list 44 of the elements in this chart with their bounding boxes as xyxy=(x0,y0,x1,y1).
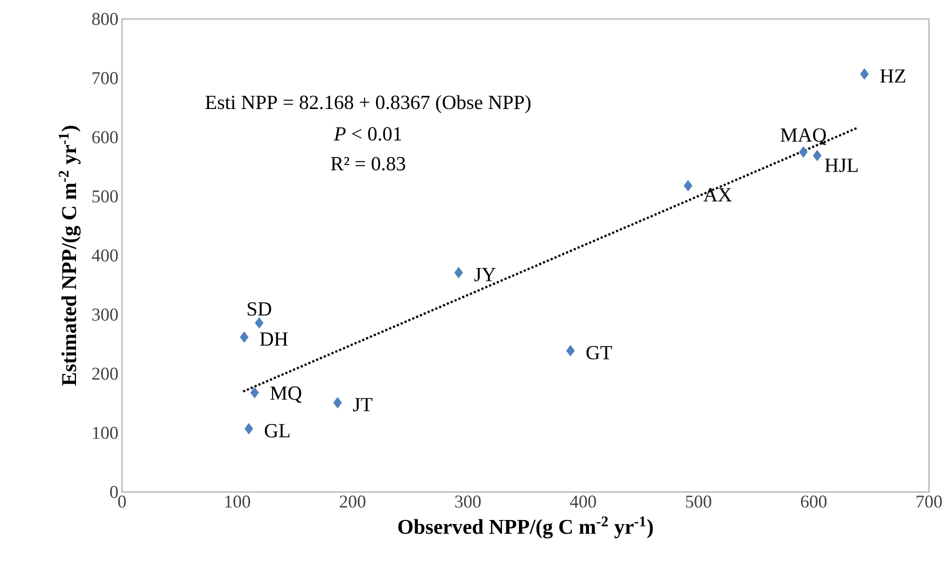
annotation: GT xyxy=(586,346,612,360)
x-tick-label: 100 xyxy=(225,496,250,508)
y-tick-label: 800 xyxy=(92,12,118,26)
point xyxy=(240,331,249,343)
annotation: Esti NPP = 82.168 + 0.8367 (Obse NPP) xyxy=(205,95,530,114)
x-tick-label: 400 xyxy=(570,496,596,508)
point xyxy=(333,397,342,408)
y-tick-label: 700 xyxy=(92,72,118,84)
x-tick-label: 700 xyxy=(916,496,942,508)
x-axis-title: Observed NPP/(g C m$^{-2}$ yr$^{-1}$) xyxy=(398,516,653,538)
annotation: DH xyxy=(260,332,288,346)
annotation: MAQ xyxy=(780,128,826,145)
y-axis-title: Estimated NPP/(g C m$^{-2}$ yr$^{-1}$) xyxy=(58,126,81,386)
annotation: JY xyxy=(474,268,496,282)
y-tick-label: 0 xyxy=(110,486,118,498)
y-tick-label: 400 xyxy=(92,249,118,262)
annotation: GL xyxy=(264,424,290,438)
point xyxy=(244,423,254,434)
x-tick-label: 600 xyxy=(800,496,827,508)
y-tick-label: 500 xyxy=(92,190,118,202)
annotation: P < 0.01 xyxy=(334,127,402,141)
y-tick-label: 600 xyxy=(92,131,118,144)
annotation: HZ xyxy=(880,69,906,83)
annotation: AX xyxy=(703,188,732,202)
point xyxy=(454,266,463,278)
x-tick-label: 300 xyxy=(455,496,481,508)
annotation: MQ xyxy=(270,386,302,403)
point xyxy=(799,146,808,158)
y-tick-label: 300 xyxy=(92,308,118,321)
x-tick-label: 200 xyxy=(340,496,366,508)
point xyxy=(250,386,259,398)
point xyxy=(812,150,822,162)
point xyxy=(566,345,575,356)
annotation: HJL xyxy=(824,158,858,172)
annotation: JT xyxy=(353,398,372,412)
point xyxy=(860,68,869,80)
point xyxy=(684,180,692,192)
x-tick-label: 0 xyxy=(118,496,126,508)
x-tick-label: 500 xyxy=(686,496,712,508)
y-tick-label: 200 xyxy=(92,368,118,380)
point xyxy=(254,317,264,329)
annotation: SD xyxy=(248,302,272,316)
annotation: R² = 0.83 xyxy=(330,156,406,171)
y-tick-label: 100 xyxy=(93,426,118,439)
